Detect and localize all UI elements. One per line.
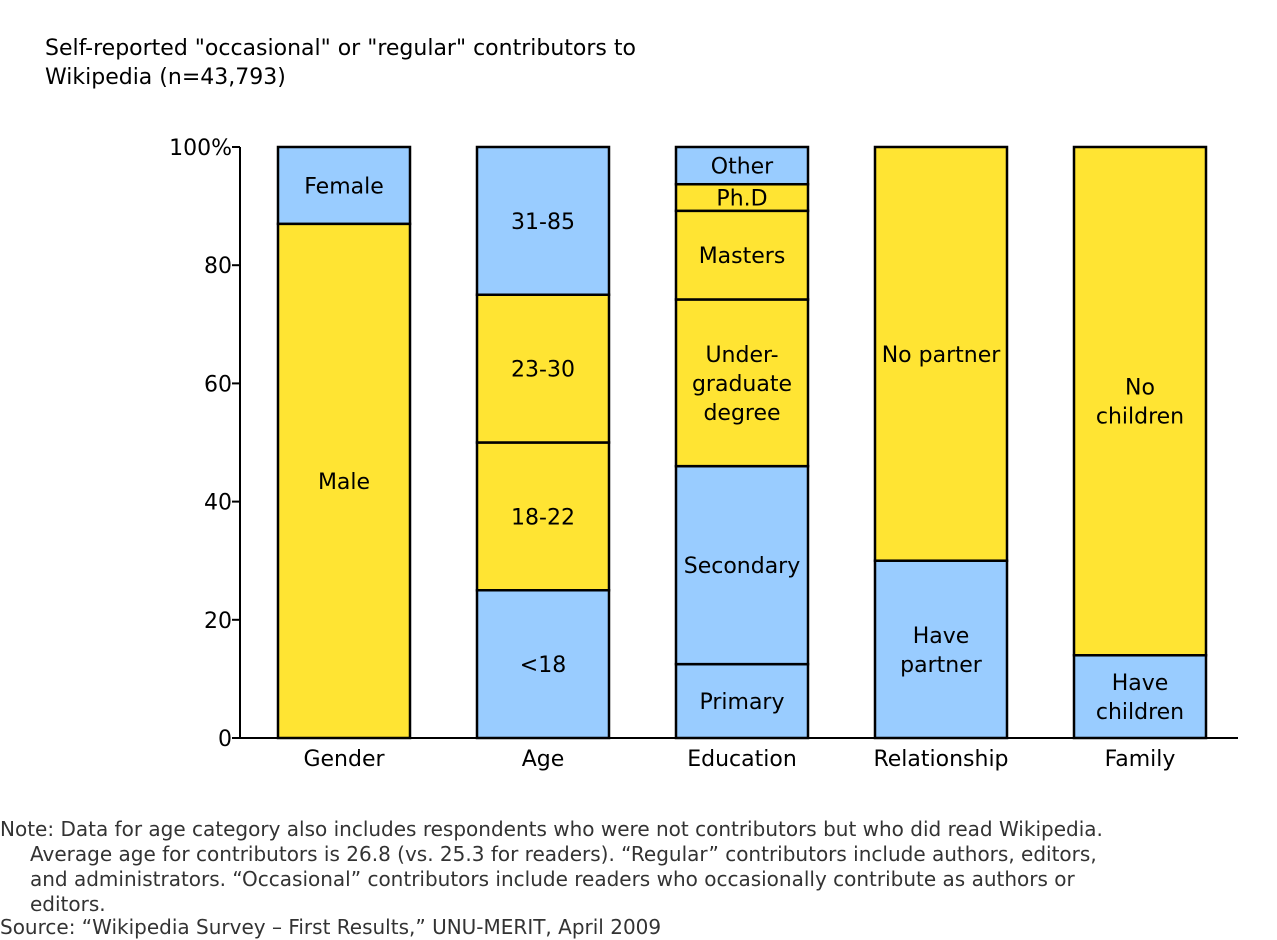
segment-label: 31-85 <box>511 210 575 235</box>
segment-label: Under-graduate degree <box>692 343 792 426</box>
x-tick-label: Family <box>1105 747 1176 772</box>
stacked-bar-chart: 0 20 40 60 80 100% Male Female <18 18-22 23-30 31-… <box>169 136 1238 772</box>
bars-group: Male Female <18 18-22 23-30 31-85 Primary Secon… <box>276 145 1208 740</box>
x-tick-label: Gender <box>303 747 385 772</box>
y-tick-label: 80 <box>204 254 232 279</box>
segment-label: No children <box>1096 376 1184 430</box>
segment-label: Primary <box>699 690 784 715</box>
bar-segment-education-under-graduate-degree <box>674 298 810 468</box>
bar-segment-education-secondary <box>674 464 810 666</box>
segment-label: Female <box>304 174 384 199</box>
y-tick-label: 40 <box>204 491 232 516</box>
x-tick-label: Education <box>687 747 797 772</box>
segment-label: Have partner <box>900 624 983 678</box>
bar-segment-education-primary <box>674 662 810 740</box>
bar-segment-relationship-no-partner <box>873 145 1009 562</box>
bar-family: Have children No children <box>1072 145 1208 740</box>
segment-label: 23-30 <box>511 358 575 383</box>
y-tick-label: 0 <box>218 727 232 752</box>
y-tick-label: 100% <box>169 136 232 161</box>
chart-note: Note: Data for age category also include… <box>0 817 1120 917</box>
segment-label: 18-22 <box>511 505 575 530</box>
bar-relationship: Have partner No partner <box>873 145 1009 740</box>
segment-label: Ph.D <box>716 187 767 212</box>
segment-label: Secondary <box>684 554 801 579</box>
x-tick-label: Relationship <box>873 747 1008 772</box>
bar-segment-education-ph-d <box>674 182 810 213</box>
bar-segment-relationship-have-partner <box>873 559 1009 740</box>
bar-age: <18 18-22 23-30 31-85 <box>475 145 611 740</box>
segment-label: Masters <box>699 244 786 269</box>
bar-segment-age-23-30 <box>475 293 611 444</box>
y-tick-label: 20 <box>204 609 232 634</box>
x-tick-label: Age <box>522 747 565 772</box>
bar-segment-age-31-85 <box>475 145 611 296</box>
bar-segment-education-other <box>674 145 810 186</box>
chart-source: Source: “Wikipedia Survey – First Result… <box>0 915 662 939</box>
chart-title: Self-reported "occasional" or "regular" … <box>45 36 636 90</box>
segment-label: Other <box>711 155 774 180</box>
y-tick-label: 60 <box>204 372 232 397</box>
bar-gender: Male Female <box>276 145 412 740</box>
bar-segment-family-no-children <box>1072 145 1208 657</box>
segment-label: Male <box>318 470 370 495</box>
segment-label: Have children <box>1096 671 1184 725</box>
y-axis: 0 20 40 60 80 100% <box>169 136 241 752</box>
bar-education: Primary Secondary Under-graduate degree Mast… <box>674 145 810 740</box>
x-axis: Gender Age Education Relationship Family <box>240 737 1238 772</box>
segment-label: No partner <box>882 343 1002 368</box>
note-text: Note: Data for age category also include… <box>0 817 1103 916</box>
segment-label: <18 <box>520 653 566 678</box>
bar-segment-gender-female <box>276 145 412 226</box>
bar-segment-family-have-children <box>1072 654 1208 740</box>
bar-segment-gender-male <box>276 222 412 740</box>
